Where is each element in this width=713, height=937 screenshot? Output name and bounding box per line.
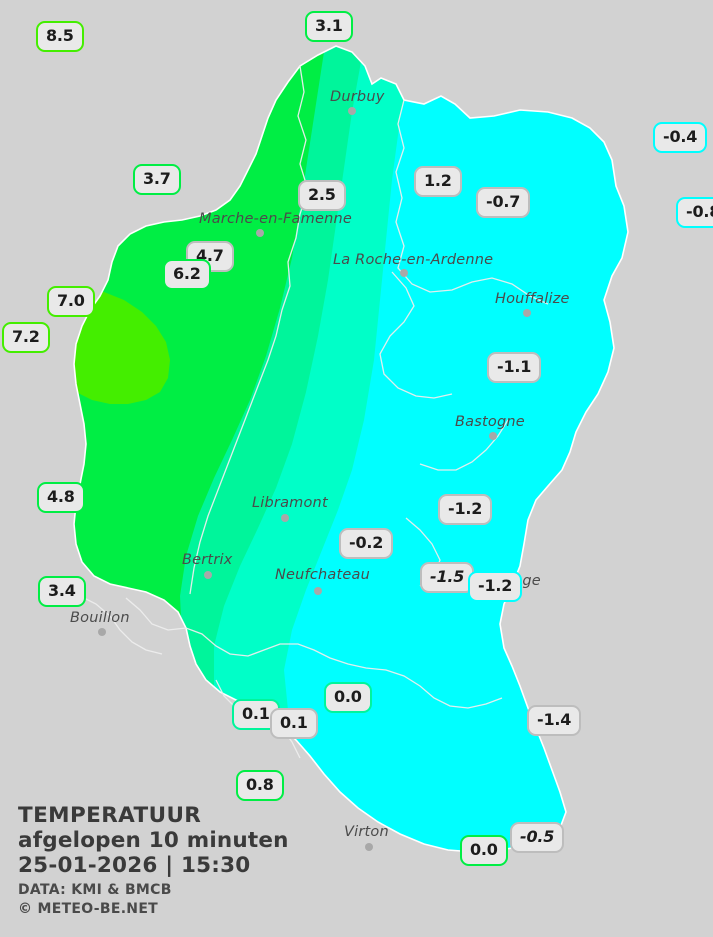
city-marker-dot bbox=[314, 587, 322, 595]
station-value-badge[interactable]: -1.5 bbox=[420, 562, 475, 593]
city-marker-dot bbox=[98, 628, 106, 636]
city-marker-dot bbox=[256, 229, 264, 237]
city-marker-dot bbox=[365, 843, 373, 851]
station-value-badge[interactable]: -0.5 bbox=[510, 822, 565, 853]
caption-timestamp: 25-01-2026 | 15:30 bbox=[18, 853, 251, 879]
station-value-badge[interactable]: 0.8 bbox=[236, 770, 284, 801]
station-value-badge[interactable]: -1.1 bbox=[487, 352, 542, 383]
caption-subtitle: afgelopen 10 minuten bbox=[18, 827, 289, 853]
city-marker-dot bbox=[204, 571, 212, 579]
station-value-badge[interactable]: -1.2 bbox=[468, 571, 523, 602]
station-value-badge[interactable]: 2.5 bbox=[298, 180, 346, 211]
station-value-badge[interactable]: -0.7 bbox=[476, 187, 531, 218]
city-label: La Roche-en-Ardenne bbox=[333, 252, 494, 268]
station-value-badge[interactable]: -0.4 bbox=[653, 122, 708, 153]
city-label: Houffalize bbox=[495, 291, 570, 307]
city-label: Virton bbox=[344, 824, 389, 840]
station-value-badge[interactable]: 7.2 bbox=[2, 322, 50, 353]
station-value-badge[interactable]: 6.2 bbox=[163, 259, 211, 290]
city-label: Durbuy bbox=[330, 89, 385, 105]
city-marker-dot bbox=[348, 107, 356, 115]
map-caption: TEMPERATUUR afgelopen 10 minuten 25-01-2… bbox=[18, 803, 289, 919]
province-border bbox=[73, 45, 629, 853]
city-label: Marche-en-Famenne bbox=[199, 211, 352, 227]
station-value-badge[interactable]: 8.5 bbox=[36, 21, 84, 52]
station-value-badge[interactable]: 4.8 bbox=[37, 482, 85, 513]
station-value-badge[interactable]: 0.0 bbox=[460, 835, 508, 866]
city-marker-dot bbox=[281, 514, 289, 522]
station-value-badge[interactable]: -1.4 bbox=[527, 705, 582, 736]
city-label: Neufchateau bbox=[275, 567, 370, 583]
station-value-badge[interactable]: 1.2 bbox=[414, 166, 462, 197]
station-value-badge[interactable]: 3.7 bbox=[133, 164, 181, 195]
station-value-badge[interactable]: -0.2 bbox=[339, 528, 394, 559]
city-marker-dot bbox=[489, 432, 497, 440]
caption-copyright: © METEO-BE.NET bbox=[18, 901, 159, 918]
station-value-badge[interactable]: 0.1 bbox=[270, 708, 318, 739]
city-label: Bertrix bbox=[182, 552, 233, 568]
caption-title: TEMPERATUUR bbox=[18, 802, 202, 828]
station-value-badge[interactable]: 7.0 bbox=[47, 286, 95, 317]
station-value-badge[interactable]: -1.2 bbox=[438, 494, 493, 525]
city-marker-dot bbox=[400, 269, 408, 277]
city-label: Bastogne bbox=[455, 414, 525, 430]
station-value-badge[interactable]: 3.4 bbox=[38, 576, 86, 607]
station-value-badge[interactable]: -0.8 bbox=[676, 197, 713, 228]
station-value-badge[interactable]: 3.1 bbox=[305, 11, 353, 42]
city-label: Bouillon bbox=[70, 610, 130, 626]
caption-source: DATA: KMI & BMCB bbox=[18, 882, 172, 899]
station-value-badge[interactable]: 0.0 bbox=[324, 682, 372, 713]
band-yellow-green bbox=[74, 288, 170, 404]
city-label: Libramont bbox=[252, 495, 328, 511]
city-marker-dot bbox=[523, 309, 531, 317]
